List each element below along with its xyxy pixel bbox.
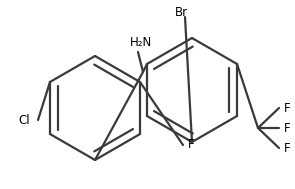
- Text: F: F: [284, 142, 291, 154]
- Text: H₂N: H₂N: [130, 36, 152, 49]
- Text: F: F: [188, 139, 195, 152]
- Text: F: F: [284, 122, 291, 135]
- Text: Br: Br: [175, 5, 188, 19]
- Text: F: F: [284, 101, 291, 115]
- Text: Cl: Cl: [18, 114, 30, 126]
